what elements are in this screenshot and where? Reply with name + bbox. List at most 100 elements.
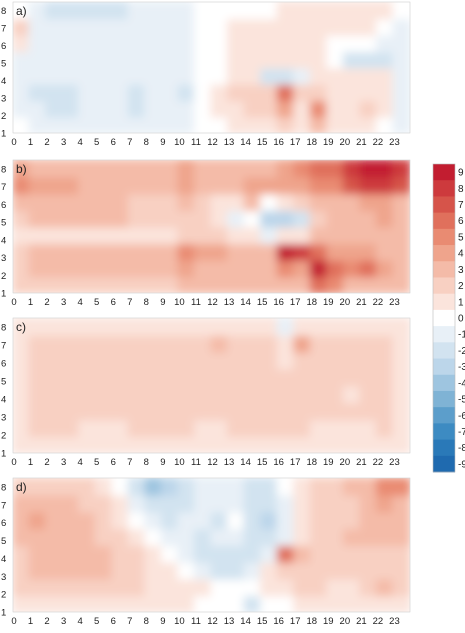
heatmap-cell [260, 208, 279, 228]
heatmap-cell [326, 401, 345, 421]
heatmap-cell [210, 82, 230, 102]
heatmap-cell [227, 17, 246, 36]
heatmap-cell [359, 367, 378, 387]
heatmap-cell [45, 99, 64, 118]
heatmap-cell [359, 17, 378, 36]
heatmap-cell [293, 510, 312, 530]
heatmap-cell [243, 242, 263, 261]
heatmap-cell [111, 115, 130, 133]
heatmap-cell [326, 418, 345, 438]
heatmap-cell [243, 258, 263, 278]
heatmap-cell [13, 192, 31, 211]
heatmap-cell [111, 50, 130, 69]
heatmap-cell [210, 275, 230, 293]
heatmap-cell [260, 594, 279, 612]
heatmap-cell [293, 350, 312, 370]
heatmap-cell [28, 2, 48, 20]
colorbar-swatch [433, 439, 455, 457]
x-tick-label: 10 [174, 616, 185, 627]
heatmap-cell [127, 478, 147, 496]
heatmap-cell [375, 82, 395, 102]
x-tick-label: 5 [94, 457, 99, 468]
heatmap-cell [243, 208, 263, 228]
heatmap-cell [359, 577, 378, 597]
y-tick-label: 8 [1, 482, 6, 493]
heatmap-cell [309, 33, 329, 53]
heatmap-cell [177, 510, 196, 530]
heatmap-cell [243, 160, 263, 178]
heatmap-cell [78, 175, 97, 195]
heatmap-cell [45, 493, 64, 513]
heatmap-cell [78, 594, 97, 612]
heatmap-cell [227, 577, 246, 597]
heatmap-cell [293, 242, 312, 261]
heatmap-cell [94, 577, 114, 597]
heatmap-cell [61, 275, 81, 293]
heatmap-cell [243, 510, 263, 530]
heatmap-cell [375, 115, 395, 133]
heatmap-cell [94, 435, 114, 453]
heatmap-cell [177, 544, 196, 563]
heatmap-cell [160, 17, 180, 36]
heatmap-cell [227, 160, 246, 178]
heatmap-cell [78, 225, 97, 245]
heatmap-cell [243, 275, 263, 293]
colorbar-tick-label: -6 [458, 411, 465, 422]
heatmap-cell [28, 82, 48, 102]
heatmap-cell [177, 258, 196, 278]
heatmap-cell [45, 577, 64, 597]
y-tick-label: 6 [1, 41, 6, 52]
heatmap-cell [227, 258, 246, 278]
heatmap-cell [28, 318, 48, 336]
x-tick-label: 11 [191, 457, 201, 468]
heatmap-cell [144, 401, 163, 421]
colorbar-swatch [433, 277, 455, 295]
heatmap-cell [177, 115, 196, 133]
heatmap-cell [309, 192, 329, 211]
heatmap-cell [94, 160, 114, 178]
heatmap-cell [260, 401, 279, 421]
colorbar-swatch [433, 455, 455, 473]
heatmap-cell [78, 50, 97, 69]
heatmap-cell [111, 350, 130, 370]
y-tick-label: 6 [1, 200, 6, 211]
heatmap-cell [309, 560, 329, 580]
heatmap-cell [260, 418, 279, 438]
heatmap-cell [127, 115, 147, 133]
heatmap-cell [61, 384, 81, 404]
heatmap-cell [227, 275, 246, 293]
heatmap-cell [28, 544, 48, 563]
heatmap-cell [276, 418, 296, 438]
heatmap-cell [94, 401, 114, 421]
heatmap-cell [326, 493, 345, 513]
heatmap-cell [293, 258, 312, 278]
y-tick-label: 2 [1, 431, 6, 442]
heatmap-cell [342, 527, 362, 546]
heatmap-cell [227, 384, 246, 404]
heatmap-cell [177, 478, 196, 496]
heatmap-cell [392, 208, 410, 228]
heatmap-cell [61, 318, 81, 336]
heatmap-cell [61, 2, 81, 20]
heatmap-cell [127, 2, 147, 20]
x-tick-label: 7 [127, 297, 132, 308]
heatmap-cell [193, 384, 213, 404]
heatmap-cell [326, 527, 345, 546]
heatmap-cell [326, 333, 345, 353]
heatmap-cell [260, 33, 279, 53]
heatmap-cell [78, 208, 97, 228]
heatmap-cell [309, 99, 329, 118]
heatmap-cell [309, 594, 329, 612]
heatmap-cell [243, 318, 263, 336]
heatmap-cell [111, 510, 130, 530]
heatmap-cell [309, 333, 329, 353]
heatmap-cell [61, 333, 81, 353]
heatmap-cell [111, 544, 130, 563]
x-tick-label: 18 [306, 616, 317, 627]
heatmap-cell [177, 318, 196, 336]
heatmap-cell [359, 175, 378, 195]
heatmap-cell [309, 401, 329, 421]
heatmap-cell [193, 435, 213, 453]
heatmap-cell [13, 478, 31, 496]
heatmap-cell [28, 577, 48, 597]
